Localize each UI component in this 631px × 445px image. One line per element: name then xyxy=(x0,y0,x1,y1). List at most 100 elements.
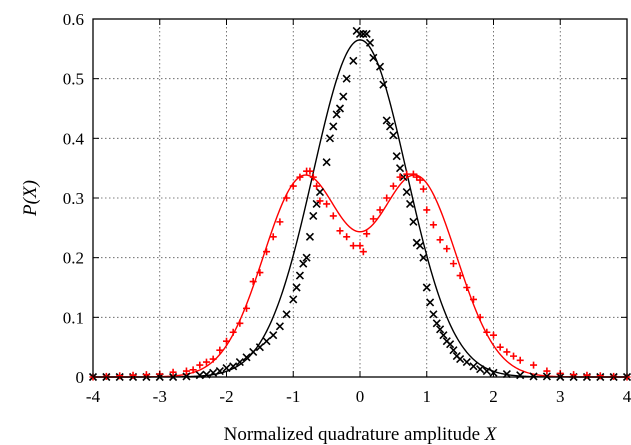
data-point xyxy=(409,217,418,226)
x-tick-label: 3 xyxy=(556,387,565,406)
data-point xyxy=(306,167,314,175)
data-point xyxy=(469,362,478,371)
data-point xyxy=(332,110,341,119)
x-tick-label: 4 xyxy=(623,387,631,406)
grid xyxy=(93,19,627,377)
data-point xyxy=(449,346,458,355)
data-point xyxy=(349,56,358,65)
data-point xyxy=(299,259,308,268)
data-point xyxy=(359,29,368,38)
data-point xyxy=(229,362,238,371)
data-point xyxy=(169,368,177,376)
data-point xyxy=(236,319,244,327)
data-point xyxy=(416,176,424,184)
data-point xyxy=(335,104,345,113)
data-point xyxy=(432,319,441,328)
data-point xyxy=(365,38,375,47)
data-point xyxy=(336,227,344,235)
data-point xyxy=(209,355,217,363)
tick-labels: -4 -3 -2 -1 0 1 2 3 4 0 0.1 0.2 0.3 0.4 0.5 0.6 xyxy=(63,10,631,406)
axis-ticks xyxy=(92,18,628,378)
data-point xyxy=(392,152,401,161)
data-point xyxy=(116,372,124,380)
data-point xyxy=(235,358,244,367)
data-point xyxy=(282,310,291,319)
data-point xyxy=(449,260,457,268)
x-tick-label: -1 xyxy=(286,387,300,406)
data-point xyxy=(283,194,291,202)
x-tick-label: -2 xyxy=(219,387,233,406)
data-point xyxy=(402,187,411,197)
data-point xyxy=(436,236,444,244)
x-tick-label: -3 xyxy=(153,387,167,406)
data-point xyxy=(323,200,331,208)
y-tick-label: 0.4 xyxy=(63,129,85,148)
data-point xyxy=(383,194,391,202)
data-point xyxy=(276,218,284,226)
data-point xyxy=(462,358,471,367)
data-point xyxy=(269,233,277,241)
data-point xyxy=(469,295,477,303)
data-point xyxy=(503,348,511,356)
data-point xyxy=(343,233,351,241)
data-point xyxy=(342,74,351,83)
data-point xyxy=(426,298,435,307)
data-point xyxy=(302,253,311,262)
data-point xyxy=(429,310,438,319)
data-point xyxy=(496,343,504,351)
data-point xyxy=(305,232,315,241)
data-point xyxy=(395,164,405,173)
data-point xyxy=(482,366,491,376)
data-point xyxy=(596,372,604,380)
data-point xyxy=(375,62,385,71)
data-point xyxy=(329,122,338,131)
data-point xyxy=(543,367,551,375)
data-point xyxy=(349,242,357,250)
data-point xyxy=(403,170,411,178)
data-point xyxy=(189,366,197,374)
y-tick-label: 0.5 xyxy=(63,70,84,89)
y-tick-label: 0.6 xyxy=(63,10,84,29)
data-point xyxy=(322,158,331,167)
data-point xyxy=(359,248,367,256)
x-tick-label: 1 xyxy=(423,387,432,406)
data-point xyxy=(243,304,251,312)
data-point xyxy=(182,367,190,375)
data-point xyxy=(490,331,497,339)
data-point xyxy=(223,337,230,345)
data-point xyxy=(355,29,365,38)
data-point xyxy=(456,272,464,280)
data-point xyxy=(313,182,321,190)
data-point xyxy=(316,197,324,205)
data-point xyxy=(379,80,388,89)
x-tick-label: -4 xyxy=(86,387,101,406)
data-point xyxy=(369,53,378,62)
data-point xyxy=(530,361,538,369)
data-point xyxy=(419,185,427,193)
data-point xyxy=(296,173,304,181)
data-point xyxy=(256,269,264,277)
data-point xyxy=(315,187,325,197)
y-tick-label: 0.3 xyxy=(63,189,84,208)
data-point xyxy=(216,346,224,354)
data-point xyxy=(483,328,491,336)
data-point xyxy=(229,328,237,336)
data-point xyxy=(446,340,455,349)
data-point xyxy=(356,242,364,250)
y-axis-label: P(X) xyxy=(20,180,41,217)
data-point xyxy=(516,356,524,364)
data-point xyxy=(423,206,431,214)
data-point xyxy=(389,182,397,190)
data-point xyxy=(405,199,415,209)
data-point xyxy=(209,368,218,377)
x-axis-label: Normalized quadrature amplitude X xyxy=(224,424,498,445)
data-point xyxy=(262,337,271,346)
x-tick-label: 0 xyxy=(356,387,365,406)
data-point xyxy=(436,325,445,334)
y-tick-label: 0.2 xyxy=(63,249,84,268)
data-point xyxy=(389,131,398,140)
data-point xyxy=(416,241,425,250)
data-point xyxy=(269,331,278,340)
data-point xyxy=(325,134,335,143)
